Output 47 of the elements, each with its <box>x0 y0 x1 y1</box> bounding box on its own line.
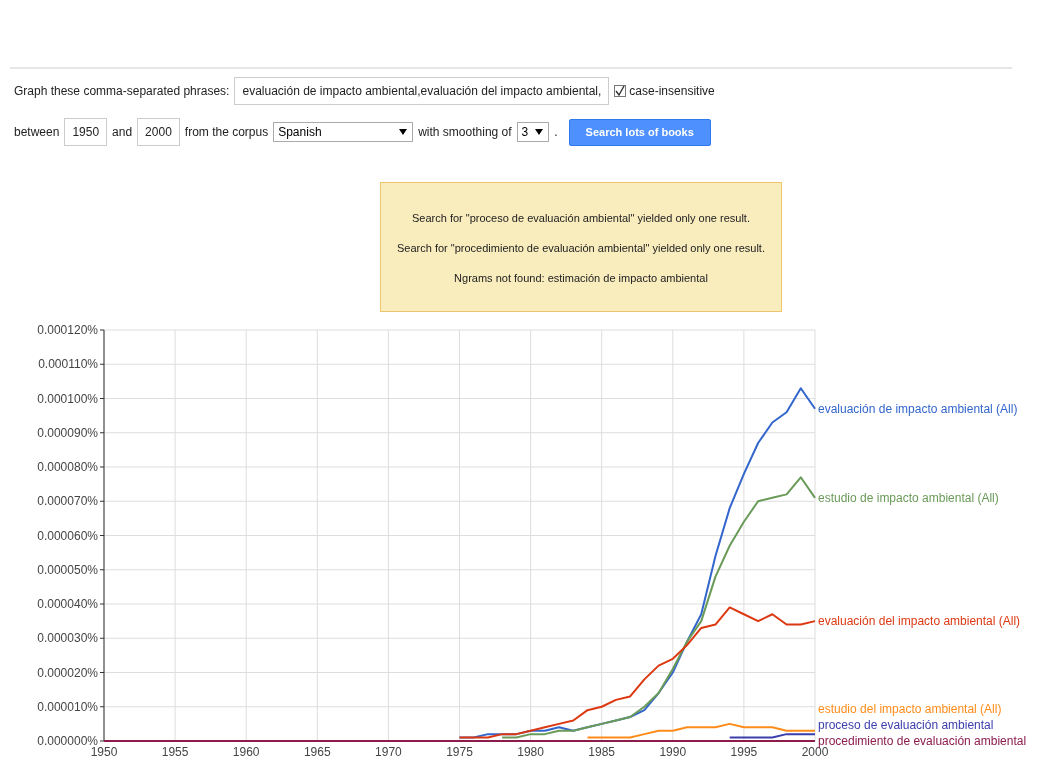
x-tick-label: 1955 <box>161 745 189 759</box>
text-field: 1950 <box>64 118 108 146</box>
series-label: estudio de impacto ambiental (All) <box>818 490 999 505</box>
y-tick-label: 0.000000% <box>37 734 99 748</box>
select-field: 3 <box>516 122 550 142</box>
line-series <box>586 722 816 739</box>
y-tick-label: 0.000060% <box>37 528 99 543</box>
y-tick-label: 0.000120% <box>37 323 99 337</box>
notice-box: Search for "proceso de evaluación ambiental" yielded only one result. Search for "procedimiento de evaluación ambiental" yielded only one result. Ngrams not found: estimación de impacto ambiental <box>380 182 782 312</box>
series-label: proceso de evaluación ambiental <box>818 718 994 732</box>
x-tick-label: 1965 <box>303 745 331 759</box>
y-tick-label: 0.000070% <box>37 494 99 509</box>
y-tick-label: 0.000110% <box>38 357 99 372</box>
y-tick-label: 0.000040% <box>37 597 99 611</box>
text: and <box>112 125 133 139</box>
text: between <box>14 125 60 139</box>
series-label: estudio del impacto ambiental (All) <box>818 702 1002 716</box>
series-label: evaluación del impacto ambiental (All) <box>818 614 1021 629</box>
x-tick-label: 2000 <box>801 745 829 759</box>
x-tick-label: 1985 <box>588 745 616 759</box>
text: from the corpus <box>184 125 269 139</box>
x-tick-label: 1970 <box>375 745 403 759</box>
x-tick-label: 1990 <box>659 745 687 759</box>
x-tick-label: 1995 <box>730 745 758 759</box>
x-tick-label: 1980 <box>517 745 545 759</box>
y-tick-label: 0.000100% <box>37 391 99 406</box>
y-tick-label: 0.000050% <box>37 562 99 577</box>
text-field: evaluación de impacto ambiental,evaluación del impacto ambiental, <box>234 77 610 105</box>
button: Search lots of books <box>568 118 711 146</box>
y-tick-label: 0.000080% <box>37 460 99 474</box>
text-field: 2000 <box>137 118 180 146</box>
series-label: evaluación de impacto ambiental (All) <box>818 401 1018 416</box>
x-tick-label: 1960 <box>232 745 260 759</box>
x-tick-label: 1975 <box>446 745 474 759</box>
line-series <box>501 476 816 739</box>
select-field: Spanish <box>273 122 414 142</box>
text: with smoothing of <box>418 125 512 139</box>
y-tick-label: 0.000030% <box>37 631 99 646</box>
text: . <box>554 125 558 139</box>
y-tick-label: 0.000090% <box>37 425 99 440</box>
text: case-insensitive <box>629 84 715 98</box>
text: Graph these comma-separated phrases: <box>14 84 230 98</box>
y-tick-label: 0.000020% <box>37 665 99 680</box>
series-label: procedimiento de evaluación ambiental <box>818 734 1027 748</box>
x-tick-label: 1950 <box>90 745 118 759</box>
y-tick-label: 0.000010% <box>37 699 99 714</box>
line-series <box>458 606 816 739</box>
